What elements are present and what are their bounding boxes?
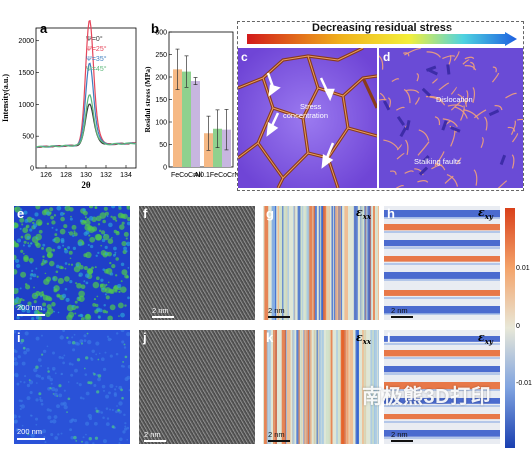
bar-ytick-label: 50 (159, 142, 167, 149)
panel-k-strain-exx (263, 330, 379, 444)
xrd-ytick-label: 2000 (18, 38, 34, 45)
panel-label-e: e (17, 206, 25, 221)
scalebar-h-label: 2 nm (391, 306, 408, 315)
bar (173, 69, 182, 167)
panel-label-l: l (387, 330, 391, 345)
xrd-xtick-label: 134 (120, 172, 132, 179)
colorbar-tick-mid: 0 (516, 323, 520, 330)
watermark: 南极熊3D打印 (362, 386, 492, 408)
panel-g-strain-exx (263, 206, 379, 320)
xrd-ytick-label: 1500 (18, 70, 34, 77)
stress-schematic-frame (237, 21, 524, 191)
xrd-legend-entry: Ψ=45° (86, 65, 107, 73)
strain-colorbar (505, 208, 515, 448)
panel-e-map (14, 206, 130, 320)
bar-category-label: FeCoCrNi (171, 172, 203, 179)
xrd-ytick-label: 1000 (18, 102, 34, 109)
scalebar-i-label: 200 nm (17, 427, 43, 436)
panel-label-g: g (266, 206, 274, 221)
xrd-xlabel: 2θ (81, 180, 91, 190)
panel-f-hrtem (139, 206, 255, 320)
panel-label-h: h (387, 206, 395, 221)
bar (182, 71, 191, 167)
panel-label-c: c (241, 50, 248, 64)
panel-h-strain-exy (384, 206, 500, 320)
panel-c-annotation-2: concentration (283, 111, 329, 120)
panel-label-j: j (143, 330, 147, 345)
scalebar-f-label: 2 nm (152, 306, 169, 315)
scalebar-j (144, 440, 166, 442)
xrd-series-line (35, 94, 137, 148)
xrd-xtick-label: 126 (40, 172, 52, 179)
panel-d-annotation-2: Stalking faults (414, 157, 461, 166)
stress-gradient-arrow (247, 32, 517, 46)
bar-ytick-label: 300 (155, 30, 167, 37)
xrd-series-line (35, 62, 136, 149)
bar (191, 81, 200, 167)
scalebar-i (17, 438, 45, 440)
scalebar-k (268, 440, 290, 442)
xrd-ytick-label: 0 (30, 166, 34, 173)
scalebar-f (152, 316, 174, 318)
panel-label-b: b (151, 21, 159, 36)
bar-ytick-label: 200 (155, 75, 167, 82)
bar-ytick-label: 100 (155, 120, 167, 127)
scalebar-e (17, 314, 45, 316)
scalebar-k-label: 2 nm (268, 430, 285, 439)
panel-d-dislocation-schematic (379, 48, 523, 188)
strain-label-l: εxy (478, 331, 493, 347)
colorbar-tick-top: 0.01 (516, 265, 530, 272)
xrd-xtick-label: 132 (100, 172, 112, 179)
bar-ytick-label: 0 (163, 165, 167, 172)
scalebar-l-label: 2 nm (391, 430, 408, 439)
bar-ytick-label: 150 (155, 97, 167, 104)
panel-label-a: a (40, 21, 48, 36)
scalebar-j-label: 2 nm (144, 430, 161, 439)
strain-label-k: εxx (356, 331, 372, 347)
strain-label-g: εxx (356, 206, 372, 222)
bar-category-label: Al0.1FeCoCrNi (194, 172, 238, 179)
panel-c-annotation-1: Stress (300, 102, 322, 111)
panel-i-map (14, 330, 130, 444)
bar-ylabel: Residul stress (MPa) (143, 66, 152, 133)
panel-l-strain-exy (384, 330, 500, 444)
xrd-legend-entry: Ψ=0° (86, 35, 103, 43)
xrd-ylabel: Intensity(a.u.) (1, 74, 10, 122)
colorbar-tick-bottom: -0.01 (516, 380, 532, 387)
panel-label-i: i (17, 330, 21, 345)
panel-label-k: k (266, 330, 274, 345)
scalebar-l (391, 440, 413, 442)
xrd-legend-entry: Ψ=25° (86, 45, 107, 53)
scalebar-g (268, 316, 290, 318)
panel-label-d: d (383, 50, 391, 64)
panel-c-grain-schematic (238, 48, 377, 188)
xrd-chart: 126 128 130 132 134 0 500 1000 1500 2000 2θ Intensi… (1, 20, 137, 190)
high-stress-label: High stress (258, 27, 294, 34)
xrd-xtick-label: 128 (60, 172, 72, 179)
stress-bar-chart: 0 50 100 150 200 250 300 Residul stress (MPa) Fe… (143, 30, 238, 180)
stress-banner-title: Decreasing residual stress (312, 22, 453, 34)
panel-label-f: f (143, 206, 148, 221)
low-stress-label: Low stress (449, 27, 483, 34)
scalebar-e-label: 200 nm (17, 303, 43, 312)
panel-d-annotation-1: Dislocation (436, 95, 473, 104)
xrd-legend-entry: Ψ=35° (86, 55, 107, 63)
xrd-ytick-label: 500 (22, 134, 34, 141)
bar-ytick-label: 250 (155, 52, 167, 59)
strain-label-h: εxy (478, 206, 493, 222)
scalebar-h (391, 316, 413, 318)
scalebar-g-label: 2 nm (268, 306, 285, 315)
panel-j-hrtem (139, 330, 255, 444)
xrd-xtick-label: 130 (80, 172, 92, 179)
